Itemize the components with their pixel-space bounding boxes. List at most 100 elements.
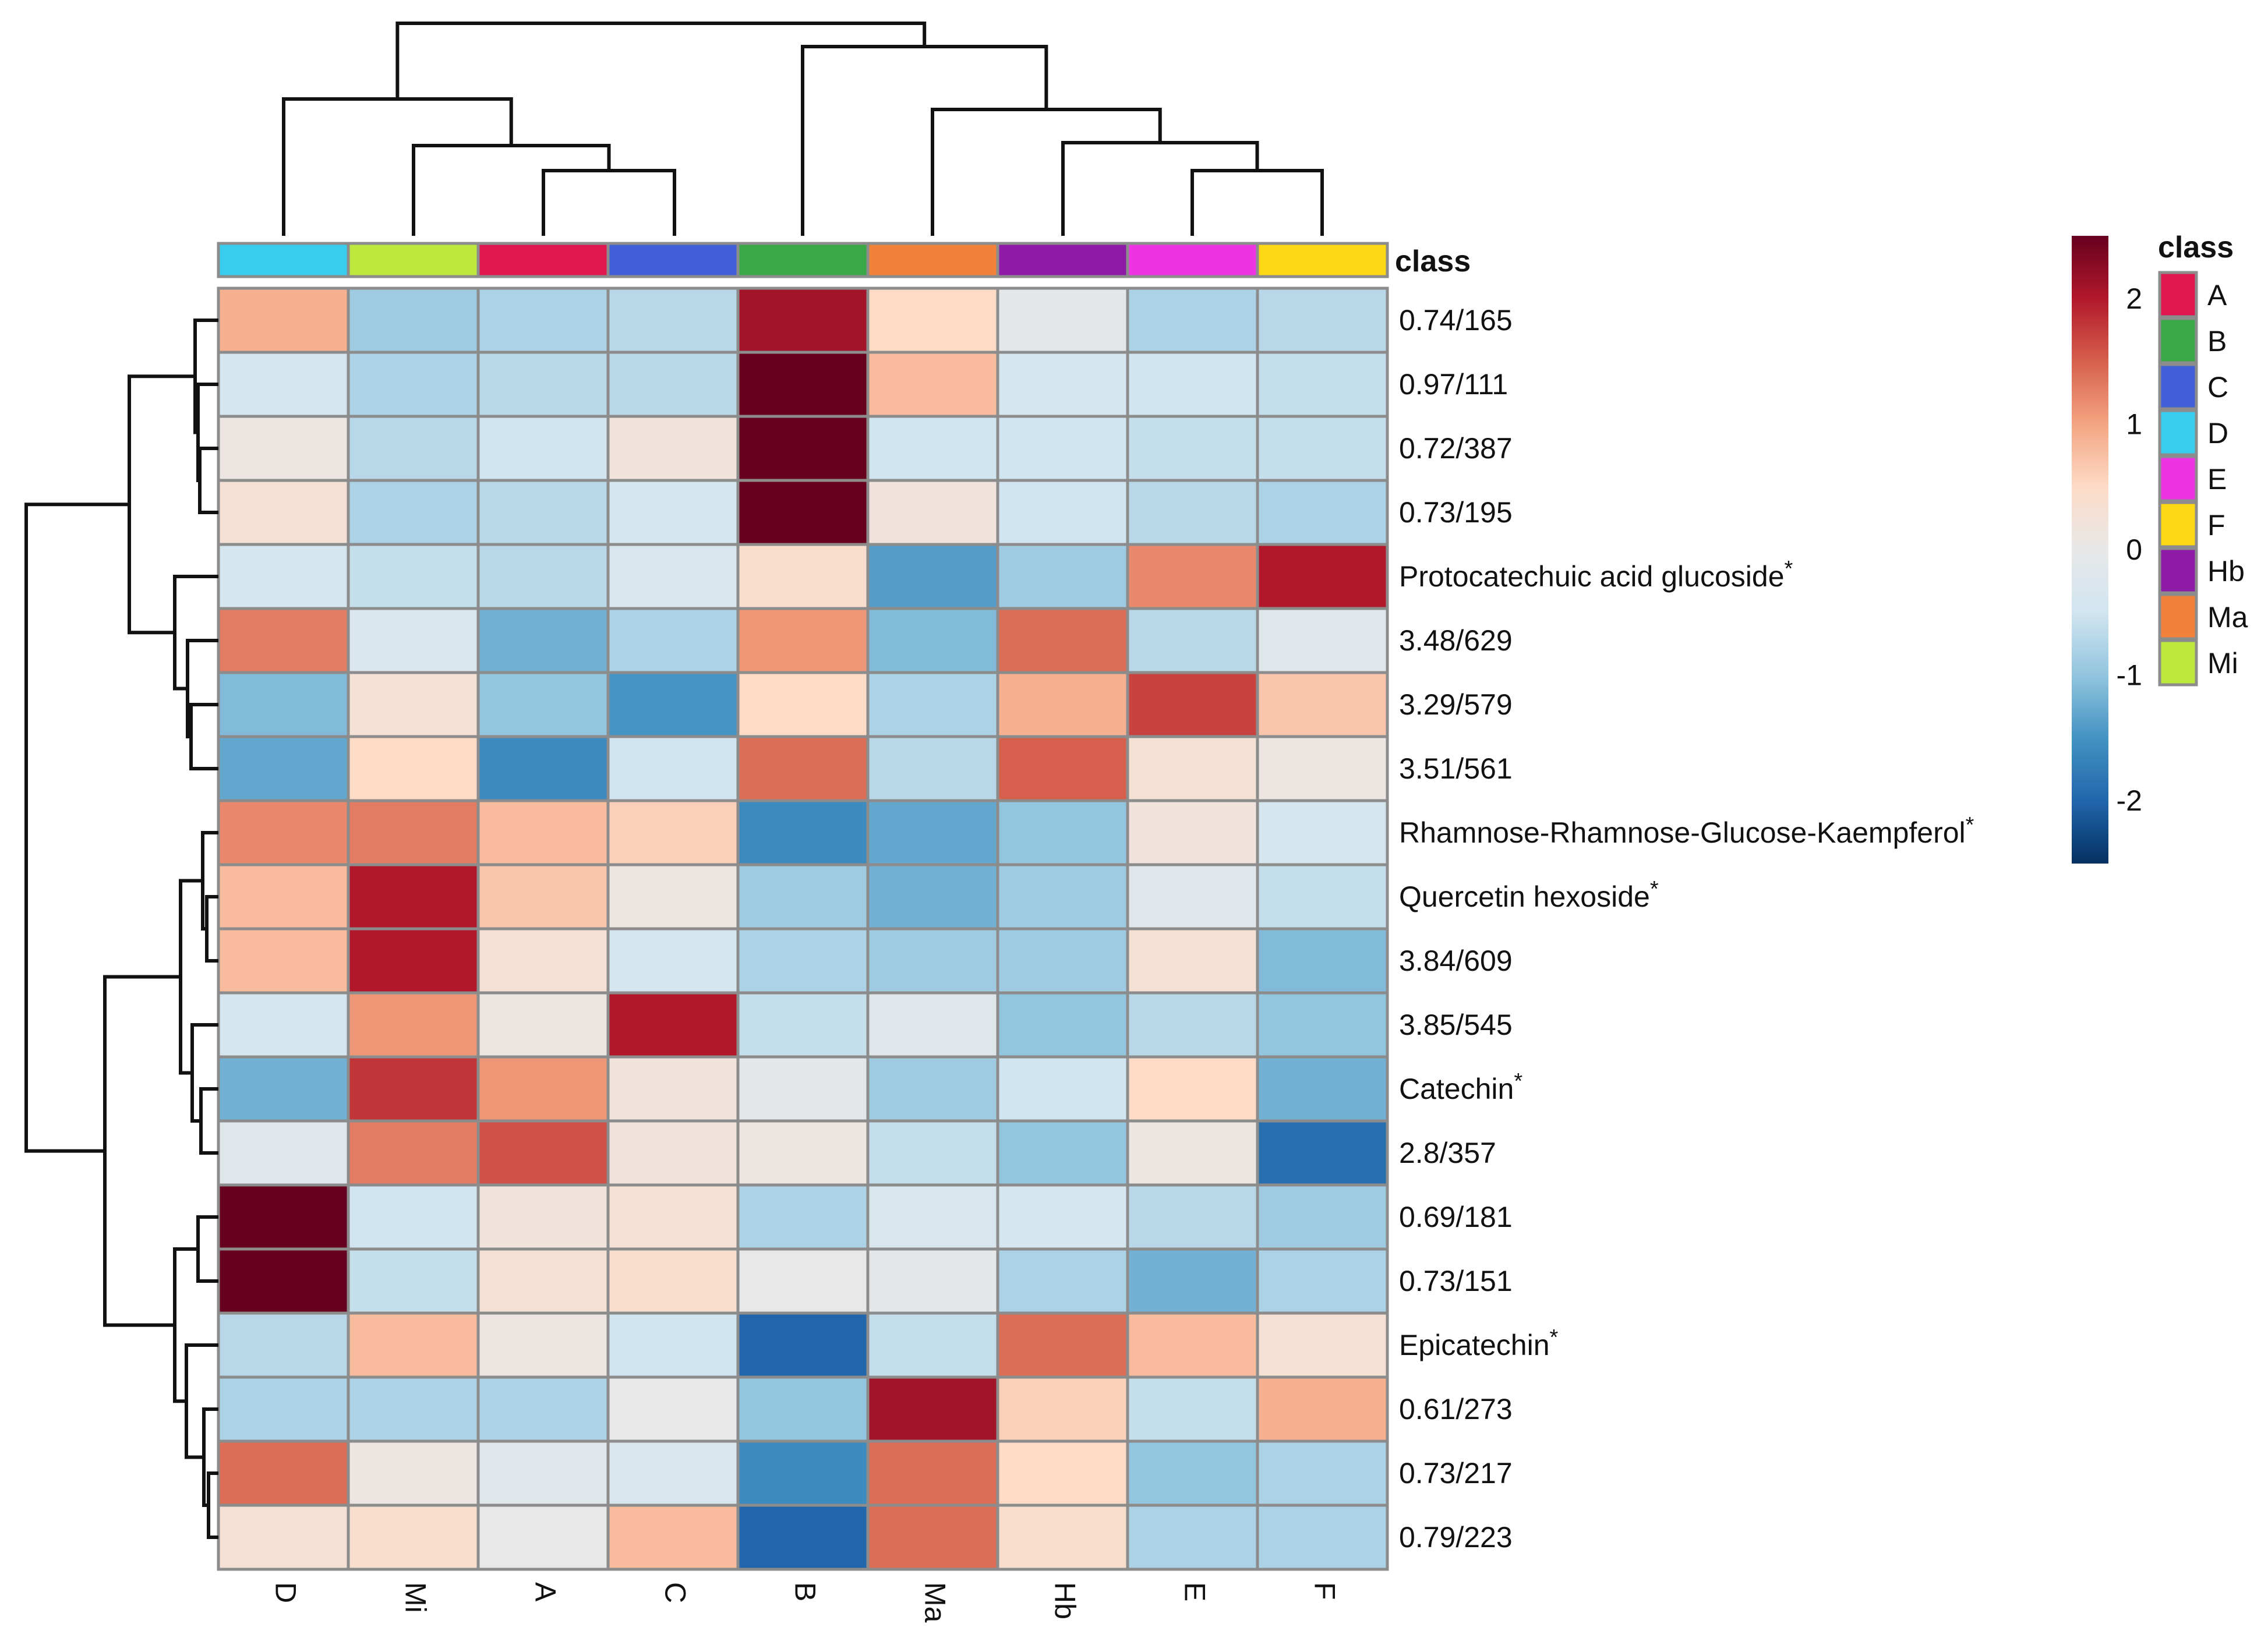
- heatmap-cell: [996, 991, 1129, 1059]
- heatmap-cell: [347, 991, 480, 1059]
- heatmap-cell: [1256, 543, 1389, 610]
- column-label: B: [789, 1582, 821, 1601]
- heatmap-cell: [866, 671, 999, 738]
- heatmap-cell: [996, 1311, 1129, 1379]
- heatmap-cell: [996, 351, 1129, 418]
- heatmap-cell: [996, 543, 1129, 610]
- heatmap-cell: [1126, 1311, 1259, 1379]
- heatmap-cell: [606, 543, 740, 610]
- heatmap-cell: [866, 1311, 999, 1379]
- row-label: 0.73/151: [1399, 1265, 1513, 1297]
- heatmap-cell: [736, 415, 870, 482]
- heatmap-cell: [476, 927, 610, 995]
- colorbar-tick-label: -2: [2117, 784, 2142, 817]
- heatmap-cell: [866, 991, 999, 1059]
- class-bar-cell: [606, 242, 740, 278]
- heatmap-cell: [996, 479, 1129, 546]
- row-label: Protocatechuic acid glucoside*: [1399, 557, 1793, 593]
- heatmap-cell: [217, 286, 350, 354]
- heatmap-cell: [606, 927, 740, 995]
- heatmap-cell: [217, 927, 350, 995]
- class-legend-swatch: [2158, 639, 2198, 687]
- heatmap-cell: [217, 991, 350, 1059]
- heatmap-cell: [217, 607, 350, 674]
- heatmap-cell: [1126, 1055, 1259, 1123]
- heatmap-cell: [347, 863, 480, 931]
- row-labels: 0.74/165 0.97/111 0.72/387 0.73/195 Protocat…: [1399, 304, 1974, 1554]
- heatmap-cell: [606, 1247, 740, 1315]
- row-dendro-branch: [103, 975, 181, 1327]
- row-label: 3.48/629: [1399, 624, 1513, 657]
- heatmap-cell: [736, 1375, 870, 1443]
- heatmap-cell: [1256, 927, 1389, 995]
- heatmap-cell: [347, 286, 480, 354]
- heatmap-cell: [996, 286, 1129, 354]
- heatmap-cell: [1126, 351, 1259, 418]
- heatmap-cell: [217, 415, 350, 482]
- heatmap-cell: [736, 351, 870, 418]
- column-label: A: [529, 1582, 561, 1602]
- row-label: Epicatechin*: [1399, 1325, 1559, 1361]
- class-legend-swatch: [2158, 409, 2198, 457]
- heatmap-cell: [606, 671, 740, 738]
- heatmap-cell: [347, 1375, 480, 1443]
- heatmap-cell: [866, 1055, 999, 1123]
- row-dendro-branch: [205, 895, 218, 963]
- heatmap-cell: [996, 1439, 1129, 1507]
- heatmap-cell: [736, 1183, 870, 1251]
- heatmap-cell: [606, 1311, 740, 1379]
- class-legend-label: B: [2207, 325, 2227, 358]
- heatmap-cell: [866, 927, 999, 995]
- class-legend-title: class: [2158, 231, 2234, 264]
- heatmap-cell: [736, 1119, 870, 1187]
- heatmap-cell: [1256, 286, 1389, 354]
- heatmap-cell: [996, 1504, 1129, 1571]
- heatmap-cell: [1126, 1504, 1259, 1571]
- heatmap-cell: [996, 1119, 1129, 1187]
- colorbar-tick-label: -1: [2117, 659, 2142, 692]
- heatmap-cell: [736, 927, 870, 995]
- heatmap-cell: [866, 543, 999, 610]
- heatmap-cell: [476, 1311, 610, 1379]
- heatmap-cell: [217, 1055, 350, 1123]
- column-label: F: [1308, 1582, 1341, 1600]
- colorbar: [2072, 236, 2108, 864]
- heatmap-cell: [866, 1119, 999, 1187]
- colorbar-ticks: 2 1 0 -1 -2: [2117, 282, 2142, 817]
- class-legend-swatch: [2158, 317, 2198, 365]
- row-label: 3.29/579: [1399, 688, 1513, 721]
- class-legend-swatch: [2158, 455, 2198, 503]
- row-dendro-branch: [190, 1023, 218, 1123]
- heatmap-cell: [736, 286, 870, 354]
- class-bar-cell: [217, 242, 350, 278]
- heatmap-cell: [1126, 543, 1259, 610]
- heatmap-cell: [606, 351, 740, 418]
- heatmap-cell: [866, 351, 999, 418]
- class-legend-swatch: [2158, 547, 2198, 595]
- heatmap-cell: [476, 799, 610, 866]
- heatmap-cell: [606, 1183, 740, 1251]
- class-annotation-bar: [217, 242, 1389, 278]
- heatmap-cell: [866, 1375, 999, 1443]
- column-label: Hb: [1048, 1582, 1081, 1619]
- row-label: 3.84/609: [1399, 944, 1513, 977]
- heatmap-cell: [476, 991, 610, 1059]
- heatmap-cell: [217, 1247, 350, 1315]
- heatmap-cell: [347, 1247, 480, 1315]
- heatmap-cell: [736, 671, 870, 738]
- heatmap-cell: [217, 735, 350, 802]
- class-legend-swatch: [2158, 271, 2198, 319]
- heatmap-cell: [476, 671, 610, 738]
- heatmap-cell: [476, 1183, 610, 1251]
- heatmap-cell: [1256, 1504, 1389, 1571]
- row-dendro-branch: [189, 703, 218, 770]
- heatmap-cell: [217, 799, 350, 866]
- heatmap-cell: [1256, 1055, 1389, 1123]
- heatmap-cell: [736, 1439, 870, 1507]
- heatmap-cell: [1126, 1439, 1259, 1507]
- heatmap-cell: [1126, 735, 1259, 802]
- heatmap-cell: [1126, 607, 1259, 674]
- heatmap-cell: [1256, 351, 1389, 418]
- class-legend-swatch: [2158, 501, 2198, 549]
